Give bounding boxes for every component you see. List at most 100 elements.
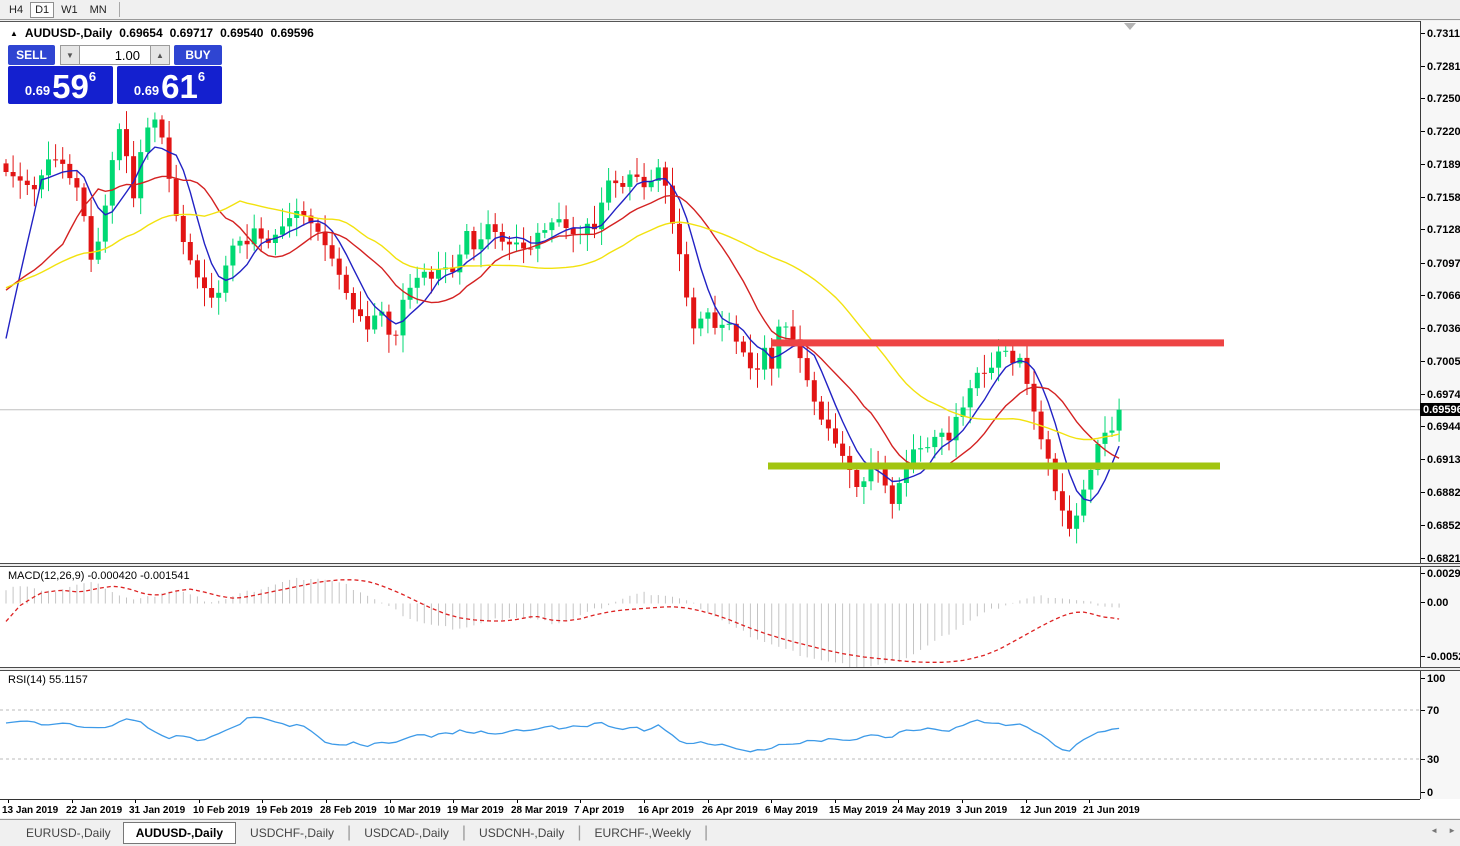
rsi-axis-tick: 70 bbox=[1421, 704, 1439, 717]
chart-symbol-label: AUDUSD-,Daily bbox=[24, 26, 113, 40]
macd-axis-tick: 0.00 bbox=[1421, 596, 1448, 609]
main-macd-splitter[interactable] bbox=[0, 563, 1460, 567]
time-tick-label: 28 Mar 2019 bbox=[511, 805, 568, 816]
time-tick-label: 24 May 2019 bbox=[892, 805, 951, 816]
time-tick bbox=[644, 800, 645, 803]
time-tick-label: 7 Apr 2019 bbox=[574, 805, 625, 816]
expand-triangle-icon[interactable]: ▲ bbox=[10, 28, 18, 38]
price-tick: 0.72505 bbox=[1421, 92, 1460, 105]
buy-price-pip: 6 bbox=[197, 69, 206, 84]
timeframe-toolbar: H4 D1 W1 MN bbox=[0, 0, 1460, 20]
time-tick bbox=[8, 800, 9, 803]
rsi-axis-tick: 100 bbox=[1421, 672, 1445, 685]
time-tick bbox=[1089, 800, 1090, 803]
sell-price-button[interactable]: 0.69 59 6 bbox=[8, 66, 113, 104]
time-tick bbox=[262, 800, 263, 803]
timeframe-w1-button[interactable]: W1 bbox=[61, 3, 78, 16]
time-tick bbox=[326, 800, 327, 803]
time-tick bbox=[390, 800, 391, 803]
sell-price-prefix: 0.69 bbox=[24, 83, 51, 98]
chevron-up-icon: ▲ bbox=[156, 50, 164, 60]
price-tick: 0.69745 bbox=[1421, 388, 1460, 401]
tab-usdchf-daily[interactable]: USDCHF-,Daily bbox=[250, 826, 335, 840]
tab-usdcnh-daily[interactable]: USDCNH-,Daily bbox=[479, 826, 565, 840]
time-tick bbox=[708, 800, 709, 803]
time-tick bbox=[580, 800, 581, 803]
chart-canvas[interactable] bbox=[0, 21, 1420, 799]
tab-eurchf-weekly[interactable]: EURCHF-,Weekly bbox=[594, 826, 691, 840]
tab-usdcad-daily[interactable]: USDCAD-,Daily bbox=[364, 826, 449, 840]
time-tick-label: 6 May 2019 bbox=[765, 805, 818, 816]
time-tick bbox=[1026, 800, 1027, 803]
volume-increase-button[interactable]: ▲ bbox=[150, 45, 170, 65]
chart-title: ▲ AUDUSD-,Daily 0.69654 0.69717 0.69540 … bbox=[10, 26, 314, 40]
time-tick bbox=[962, 800, 963, 803]
rsi-axis-tick: 0 bbox=[1421, 786, 1433, 799]
toolbar-separator bbox=[118, 2, 120, 17]
macd-axis-tick: -0.005256 bbox=[1421, 650, 1460, 663]
volume-input[interactable] bbox=[79, 45, 151, 65]
timeframe-d1-button[interactable]: D1 bbox=[30, 1, 55, 18]
time-axis[interactable]: 13 Jan 2019 22 Jan 2019 31 Jan 2019 10 Feb … bbox=[0, 799, 1420, 818]
time-tick-label: 10 Mar 2019 bbox=[384, 805, 441, 816]
ohlc-high: 0.69717 bbox=[169, 26, 214, 40]
time-tick-label: 31 Jan 2019 bbox=[129, 805, 186, 816]
ohlc-low: 0.69540 bbox=[220, 26, 264, 40]
time-tick-label: 13 Jan 2019 bbox=[2, 805, 59, 816]
macd-indicator-label: MACD(12,26,9) -0.000420 -0.001541 bbox=[8, 570, 190, 582]
time-tick-label: 19 Feb 2019 bbox=[256, 805, 313, 816]
time-tick bbox=[771, 800, 772, 803]
time-tick-label: 3 Jun 2019 bbox=[956, 805, 1008, 816]
time-tick bbox=[898, 800, 899, 803]
sell-button[interactable]: SELL bbox=[8, 45, 55, 65]
ohlc-close: 0.69596 bbox=[270, 26, 314, 40]
time-tick-label: 19 Mar 2019 bbox=[447, 805, 504, 816]
chevron-down-icon: ▼ bbox=[66, 50, 74, 60]
time-tick bbox=[135, 800, 136, 803]
tab-scroll-left-icon[interactable]: ◄ bbox=[1430, 826, 1439, 835]
macd-axis-tick: 0.002984 bbox=[1421, 567, 1460, 580]
time-tick bbox=[517, 800, 518, 803]
time-tick-label: 28 Feb 2019 bbox=[320, 805, 377, 816]
rsi-axis-tick: 30 bbox=[1421, 753, 1439, 766]
timeframe-h4-button[interactable]: H4 bbox=[9, 3, 24, 16]
tab-audusd-daily[interactable]: AUDUSD-,Daily bbox=[122, 822, 237, 844]
time-tick bbox=[72, 800, 73, 803]
volume-decrease-button[interactable]: ▼ bbox=[60, 45, 80, 65]
time-tick-label: 12 Jun 2019 bbox=[1020, 805, 1077, 816]
rsi-indicator-label: RSI(14) 55.1157 bbox=[8, 674, 88, 686]
tab-scroll-right-icon[interactable]: ► bbox=[1448, 826, 1456, 835]
buy-price-big: 61 bbox=[161, 67, 198, 105]
buy-button[interactable]: BUY bbox=[174, 45, 222, 65]
price-tick: 0.68825 bbox=[1421, 486, 1460, 499]
time-tick-label: 21 Jun 2019 bbox=[1083, 805, 1140, 816]
sell-price-big: 59 bbox=[52, 67, 89, 105]
chart-tab-bar: EURUSD-,Daily AUDUSD-,Daily USDCHF-,Dail… bbox=[0, 819, 1460, 846]
timeframe-mn-button[interactable]: MN bbox=[89, 3, 107, 16]
sell-price-pip: 6 bbox=[88, 69, 97, 84]
tab-divider: | bbox=[577, 824, 582, 841]
time-tick bbox=[199, 800, 200, 803]
chart-window: ▲ AUDUSD-,Daily 0.69654 0.69717 0.69540 … bbox=[0, 21, 1460, 818]
price-tick: 0.70665 bbox=[1421, 289, 1460, 302]
time-tick-label: 16 Apr 2019 bbox=[638, 805, 694, 816]
macd-rsi-splitter[interactable] bbox=[0, 667, 1460, 671]
buy-price-prefix: 0.69 bbox=[133, 83, 160, 98]
time-tick-label: 22 Jan 2019 bbox=[66, 805, 123, 816]
tab-eurusd-daily[interactable]: EURUSD-,Daily bbox=[26, 826, 111, 840]
buy-price-button[interactable]: 0.69 61 6 bbox=[117, 66, 222, 104]
time-tick-label: 10 Feb 2019 bbox=[193, 805, 250, 816]
price-tick: 0.71585 bbox=[1421, 191, 1460, 204]
tab-divider: | bbox=[461, 824, 467, 841]
price-tick: 0.73115 bbox=[1421, 27, 1460, 40]
